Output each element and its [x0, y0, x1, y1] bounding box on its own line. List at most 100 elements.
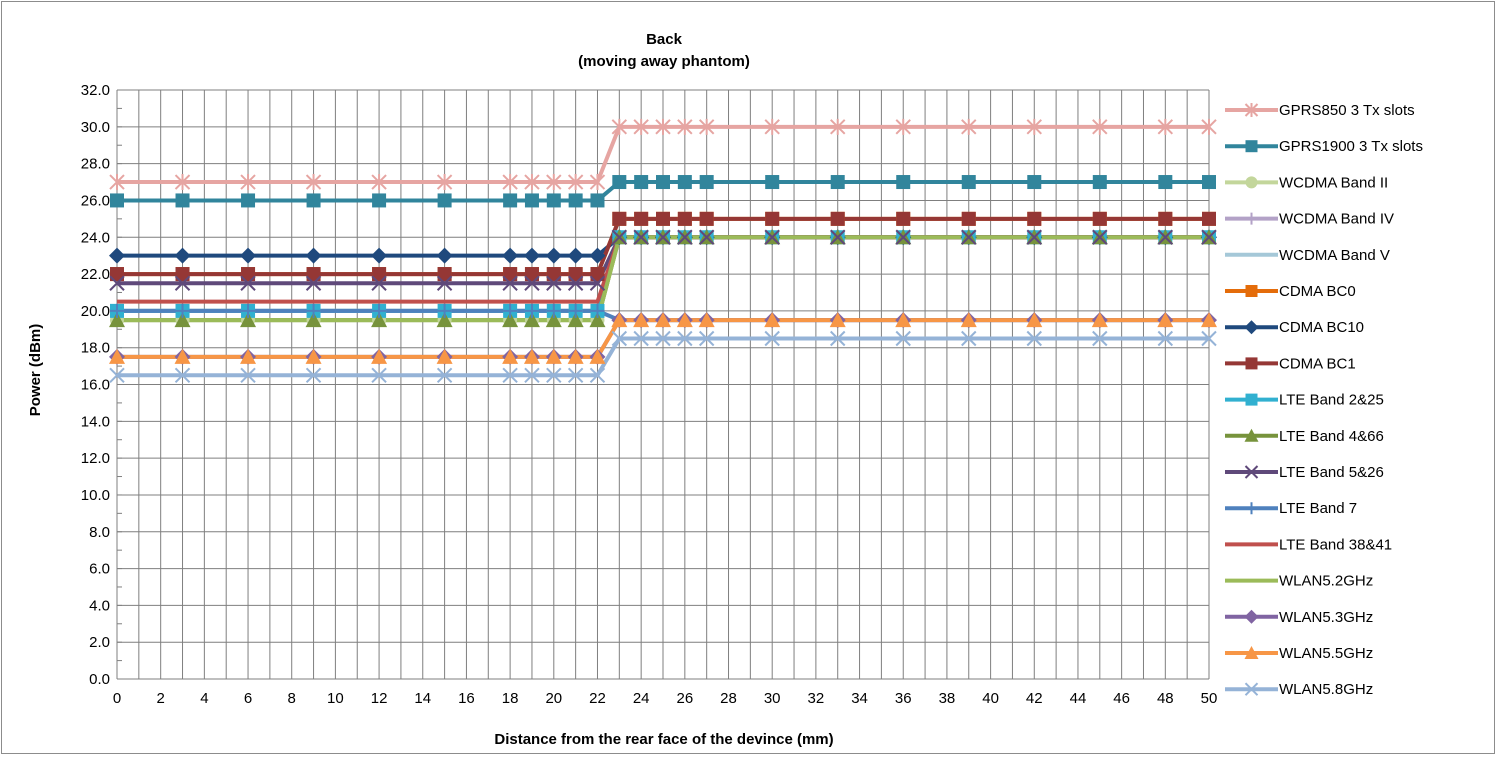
- data-point-marker: [764, 312, 781, 328]
- x-tick-label: 4: [200, 690, 208, 707]
- data-point-marker: [545, 247, 562, 264]
- data-point-marker: [502, 174, 518, 191]
- data-point-marker: [305, 174, 322, 191]
- data-point-marker: [830, 229, 846, 245]
- data-point-marker: [961, 330, 977, 347]
- x-tick-label: 26: [676, 690, 693, 707]
- data-point-marker: [655, 330, 671, 347]
- data-point-marker: [1201, 330, 1217, 347]
- series-line-1: [117, 180, 1209, 203]
- data-point-marker: [502, 312, 519, 328]
- y-tick-label: 32.0: [81, 82, 110, 99]
- data-point-marker: [546, 367, 562, 384]
- legend-label: WLAN5.5GHz: [1279, 645, 1373, 662]
- data-point-marker: [524, 275, 540, 291]
- legend: GPRS850 3 Tx slots GPRS1900 3 Tx slots WCD…: [1225, 102, 1423, 698]
- data-point-marker: [240, 275, 256, 291]
- data-point-marker: [611, 312, 628, 328]
- y-tick-label: 28.0: [81, 156, 110, 173]
- data-point-marker: [764, 229, 780, 245]
- data-point-marker: [437, 193, 452, 208]
- data-point-marker: [567, 174, 584, 191]
- data-point-marker: [305, 367, 322, 384]
- data-point-marker: [698, 118, 715, 135]
- data-point-marker: [1091, 312, 1108, 328]
- data-point-marker: [110, 193, 124, 208]
- x-tick-label: 30: [764, 690, 781, 707]
- y-tick-label: 4.0: [89, 597, 110, 614]
- data-point-marker: [677, 118, 693, 135]
- data-point-marker: [240, 247, 257, 264]
- data-point-marker: [676, 312, 693, 328]
- legend-label: WLAN5.2GHz: [1279, 573, 1373, 590]
- data-point-marker: [306, 267, 321, 282]
- data-point-marker: [1157, 229, 1174, 245]
- data-point-marker: [567, 367, 584, 384]
- series-markers: [109, 118, 1217, 384]
- data-point-marker: [698, 312, 715, 328]
- data-point-marker: [677, 229, 693, 245]
- data-point-marker: [524, 267, 539, 282]
- data-point-marker: [1245, 357, 1258, 370]
- data-point-marker: [1201, 229, 1217, 245]
- data-point-marker: [436, 312, 453, 328]
- chart-subtitle: (moving away phantom): [578, 53, 750, 70]
- data-point-marker: [306, 303, 321, 318]
- legend-label: GPRS1900 3 Tx slots: [1279, 138, 1423, 155]
- legend-label: LTE Band 2&25: [1279, 392, 1384, 409]
- data-point-marker: [1202, 211, 1216, 226]
- data-point-marker: [1157, 118, 1174, 135]
- x-tick-label: 32: [808, 690, 825, 707]
- data-point-marker: [634, 211, 649, 226]
- data-point-marker: [698, 330, 715, 347]
- data-point-marker: [1092, 118, 1108, 135]
- data-point-marker: [589, 247, 606, 264]
- y-tick-label: 22.0: [81, 266, 110, 283]
- data-point-marker: [1026, 312, 1043, 328]
- data-point-marker: [372, 193, 387, 208]
- x-tick-label: 44: [1070, 690, 1087, 707]
- data-point-marker: [656, 175, 670, 190]
- data-point-marker: [896, 211, 911, 226]
- series-line-13: [117, 235, 1209, 323]
- data-point-marker: [503, 303, 518, 318]
- data-point-marker: [1158, 211, 1173, 226]
- data-point-marker: [656, 211, 670, 226]
- x-tick-label: 12: [371, 690, 388, 707]
- legend-label: CDMA BC10: [1279, 319, 1364, 336]
- x-tick-label: 28: [720, 690, 737, 707]
- x-tick-label: 14: [414, 690, 431, 707]
- data-point-marker: [1092, 229, 1108, 245]
- data-point-marker: [590, 303, 605, 318]
- data-point-marker: [589, 174, 606, 191]
- data-point-marker: [1201, 312, 1217, 328]
- gridlines: [116, 89, 1210, 680]
- data-point-marker: [1092, 175, 1107, 190]
- data-point-marker: [502, 367, 518, 384]
- data-point-marker: [524, 193, 539, 208]
- legend-label: WCDMA Band IV: [1279, 211, 1394, 228]
- data-point-marker: [174, 312, 191, 328]
- data-point-marker: [698, 229, 715, 245]
- data-point-marker: [524, 174, 540, 191]
- data-point-marker: [1244, 465, 1259, 479]
- data-point-marker: [523, 312, 540, 328]
- data-point-marker: [1158, 175, 1173, 190]
- data-point-marker: [371, 348, 388, 364]
- data-point-marker: [110, 267, 124, 282]
- data-point-marker: [240, 312, 257, 328]
- y-tick-label: 8.0: [89, 524, 110, 541]
- data-point-marker: [830, 330, 846, 347]
- x-tick-label: 24: [633, 690, 650, 707]
- data-point-marker: [1157, 330, 1174, 347]
- data-point-marker: [306, 193, 321, 208]
- data-point-marker: [305, 348, 322, 364]
- data-point-marker: [1157, 312, 1174, 328]
- data-point-marker: [765, 211, 780, 226]
- data-point-marker: [589, 275, 606, 291]
- data-point-marker: [109, 367, 125, 384]
- data-point-marker: [305, 275, 322, 291]
- data-point-marker: [765, 175, 780, 190]
- data-point-marker: [174, 275, 191, 291]
